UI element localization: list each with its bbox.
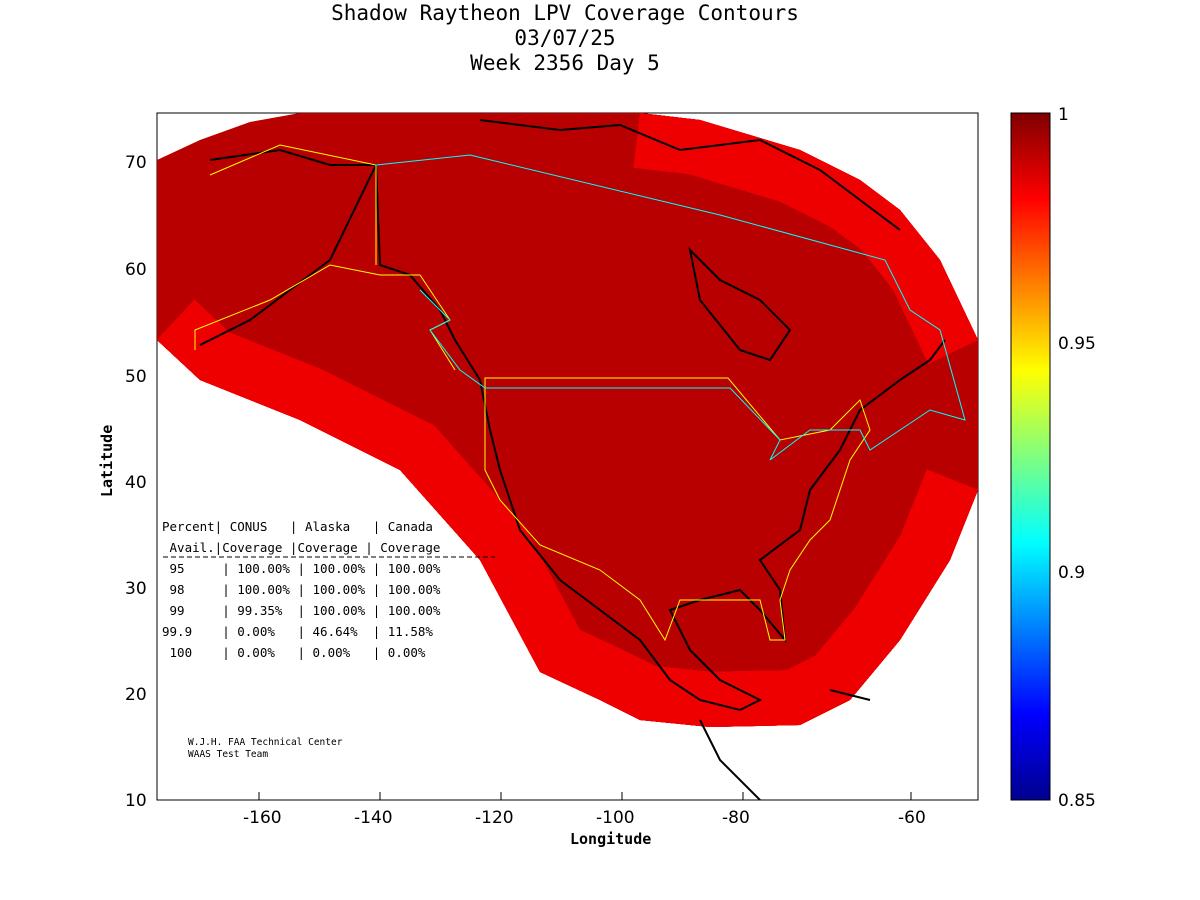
- credit-line: WAAS Test Team: [188, 749, 269, 760]
- table-row: 99 | 99.35% | 100.00% | 100.00%: [162, 603, 441, 618]
- x-tick-label: -60: [898, 808, 926, 828]
- colorbar: 0.85 0.9 0.95 1: [1010, 105, 1096, 811]
- table-row: 100 | 0.00% | 0.00% | 0.00%: [162, 645, 426, 660]
- table-row: 99.9 | 0.00% | 46.64% | 11.58%: [162, 624, 433, 639]
- x-tick-label: -140: [354, 808, 393, 828]
- table-row: 98 | 100.00% | 100.00% | 100.00%: [162, 582, 441, 597]
- y-axis-label: Latitude: [98, 425, 116, 497]
- coverage-table: Percent| CONUS | Alaska | Canada Avail.|…: [162, 516, 440, 663]
- y-tick-label: 30: [125, 579, 147, 599]
- x-tick-label: -160: [243, 808, 282, 828]
- coastlines: [199, 119, 946, 800]
- title-date: 03/07/25: [514, 26, 616, 50]
- y-tick-label: 40: [125, 473, 147, 493]
- x-tick-label: -100: [596, 808, 635, 828]
- table-row: 95 | 100.00% | 100.00% | 100.00%: [162, 561, 441, 576]
- x-axis-label: Longitude: [570, 830, 651, 848]
- colorbar-tick: 0.9: [1058, 563, 1085, 583]
- x-axis: -160 -140 -120 -100 -80 -60 Longitude: [243, 792, 926, 848]
- y-tick-label: 20: [125, 685, 147, 705]
- credit-text: W.J.H. FAA Technical Center WAAS Test Tea…: [188, 737, 342, 761]
- x-tick-label: -120: [475, 808, 514, 828]
- y-tick-label: 50: [125, 367, 147, 387]
- colorbar-tick: 0.95: [1058, 334, 1096, 354]
- y-tick-label: 60: [125, 260, 147, 280]
- credit-line: W.J.H. FAA Technical Center: [188, 737, 343, 748]
- x-tick-label: -80: [722, 808, 750, 828]
- table-header: Percent| CONUS | Alaska | Canada: [162, 519, 433, 534]
- table-header: Avail.|Coverage |Coverage | Coverage: [162, 540, 441, 555]
- y-tick-label: 70: [125, 153, 147, 173]
- chart-title: Shadow Raytheon LPV Coverage Contours 03…: [0, 1, 1130, 76]
- title-week: Week 2356 Day 5: [470, 51, 660, 75]
- title-line-1: Shadow Raytheon LPV Coverage Contours: [331, 1, 799, 25]
- colorbar-tick: 1: [1058, 105, 1069, 125]
- y-axis: 10 20 30 40 50 60 70 Latitude: [98, 153, 147, 811]
- region-boundaries: [194, 144, 966, 642]
- y-tick-label: 10: [125, 791, 147, 811]
- colorbar-tick: 0.85: [1058, 791, 1096, 811]
